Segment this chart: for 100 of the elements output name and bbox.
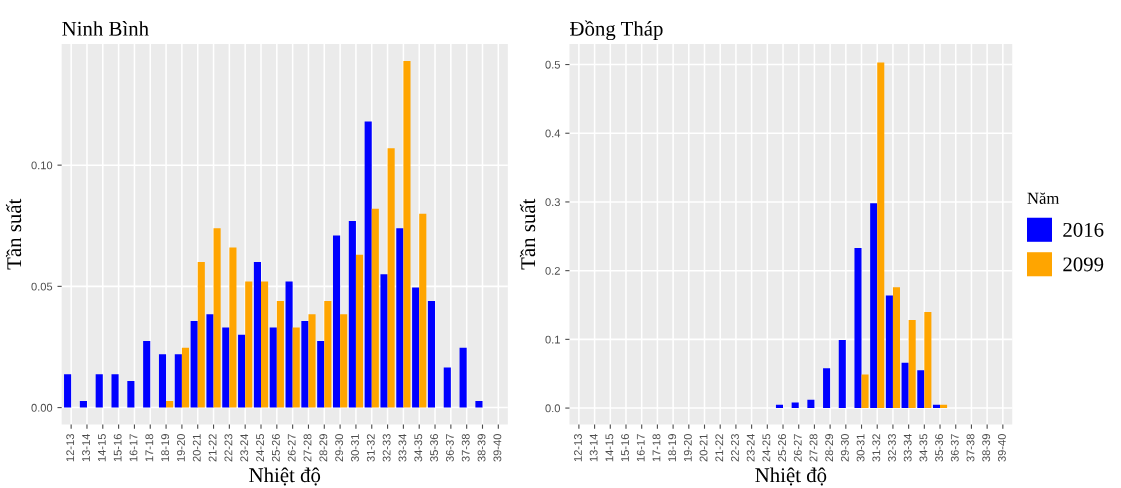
x-tick-label: 22-23 [224,434,233,462]
bar [403,60,411,408]
x-tick-label: 17-18 [652,434,661,462]
bar [885,295,893,409]
x-tick-label: 25-26 [271,434,280,462]
x-tick-label: 19-20 [177,434,185,462]
bar [877,62,885,409]
x-tick-label: 13-14 [589,433,598,462]
bar [807,399,815,409]
bar [823,368,831,409]
x-tick-label: 14-15 [605,434,614,462]
x-tick-label: 39-40 [493,434,502,462]
x-tick-label: 19-20 [683,434,692,462]
bar [854,247,862,409]
bar [181,347,190,408]
bar [158,354,167,408]
legend-title: Năm [1027,192,1060,204]
bar [419,213,427,408]
x-tick-label: 39-40 [997,434,1006,462]
bar [127,380,135,408]
bar [917,370,925,409]
x-axis-title: Nhiệt độ [755,467,827,486]
x-tick-label: 38-39 [477,434,486,462]
legend-label: 2016 [1063,222,1104,237]
y-tick-label: 0.5 [545,60,560,69]
bar [213,228,221,408]
x-tick-label: 29-30 [335,434,344,462]
x-tick-label: 37-38 [966,434,975,462]
bar [64,374,72,408]
y-tick-label: 0.1 [545,335,560,344]
bar [174,354,182,408]
y-tick-label: 0.3 [545,198,560,207]
x-tick-label: 21-22 [208,434,217,462]
x-tick-label: 33-34 [398,433,407,462]
bar [396,228,404,408]
bar [143,340,151,408]
bar [166,401,174,408]
x-tick-label: 35-36 [935,434,944,462]
x-tick-label: 36-37 [445,434,454,462]
x-tick-label: 25-26 [778,434,786,462]
bar [206,314,214,408]
x-tick-label: 21-22 [715,434,724,462]
y-tick-label: 0.2 [545,266,560,275]
x-tick-label: 26-27 [793,434,802,462]
bar [838,340,846,409]
x-tick-label: 14-15 [98,434,106,462]
legend-label: 2099 [1063,257,1104,272]
x-tick-label: 34-35 [414,434,423,462]
bar [269,327,277,408]
y-axis-title: Tần suất [5,198,22,270]
x-tick-label: 32-33 [382,434,391,462]
y-tick-label: 0.05 [31,282,53,291]
bar [348,220,356,408]
x-tick-label: 30-31 [351,434,359,462]
bar [95,374,103,408]
x-tick-label: 12-13 [574,434,582,462]
bar [197,262,205,408]
bar [292,327,300,408]
bar [892,287,900,409]
bar [387,148,395,408]
bar [261,281,269,408]
y-tick-label: 0.00 [31,403,53,412]
bar [380,274,388,408]
bar [222,327,230,408]
x-tick-label: 20-21 [192,434,201,462]
bar [443,367,451,408]
bar [324,300,332,408]
bar [355,254,364,408]
x-tick-label: 24-25 [256,434,264,462]
x-tick-label: 15-16 [113,434,122,462]
bar [332,235,341,408]
x-tick-label: 13-14 [82,433,90,462]
bar [412,287,420,408]
bar [79,401,87,408]
bar [908,320,916,409]
bar [364,121,372,408]
bar [111,374,119,408]
bar [791,402,799,409]
x-tick-label: 38-39 [982,434,991,462]
bar [285,281,293,408]
x-tick-label: 23-24 [240,433,249,462]
bar [238,334,246,408]
x-tick-label: 26-27 [287,434,296,462]
x-tick-label: 20-21 [699,434,708,462]
bar [308,314,316,408]
chart-title: Ninh Bình [62,21,149,36]
bar [340,314,348,408]
x-tick-label: 27-28 [809,434,818,462]
x-tick-label: 18-19 [161,434,170,462]
bar [190,321,198,408]
bar [276,300,284,408]
bar [475,401,483,408]
y-tick-label: 0.0 [545,404,561,413]
chart-title: Đồng Tháp [570,20,663,41]
x-tick-label: 18-19 [668,434,677,462]
bar [229,247,237,408]
x-tick-label: 23-24 [746,433,755,462]
x-tick-label: 15-16 [621,434,629,462]
x-tick-label: 36-37 [950,434,959,462]
x-tick-label: 37-38 [461,434,470,462]
